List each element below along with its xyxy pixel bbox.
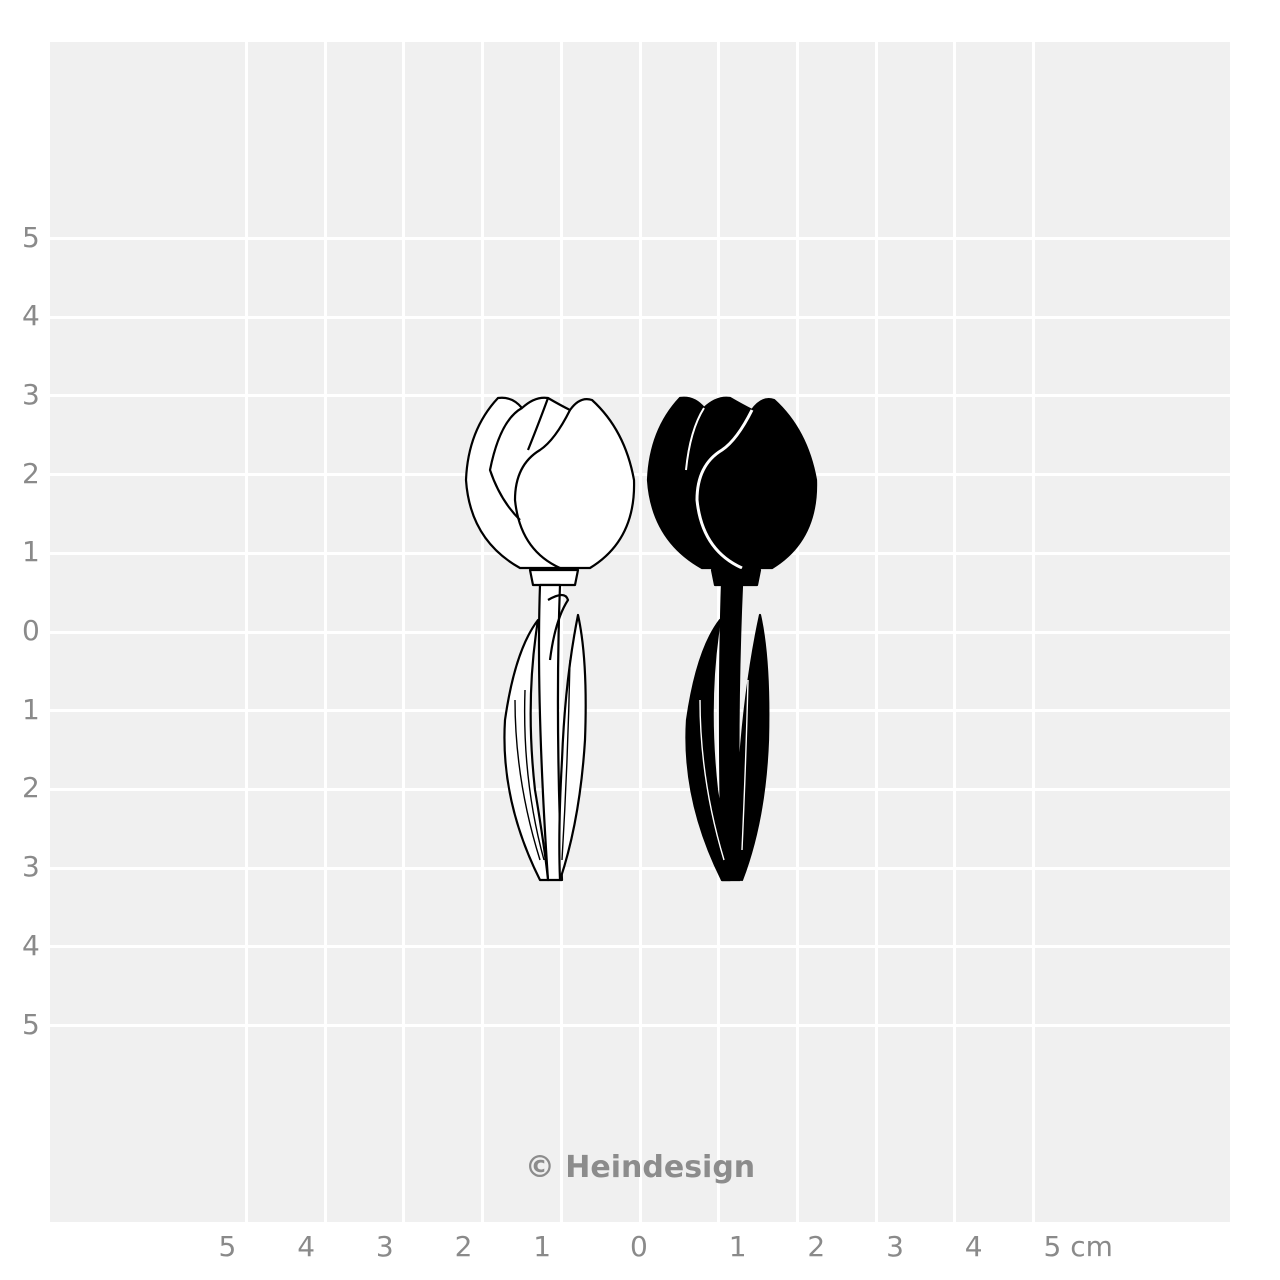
grid-line-vertical [874,42,878,1222]
grid-line-vertical [795,42,799,1222]
ruler-label-y: 5 [22,220,40,254]
ruler-label-x: 5 [218,1230,237,1263]
grid-line-horizontal [50,630,1230,634]
ruler-label-x: 1 [728,1230,747,1263]
ruler-label-x: 4 [297,1230,316,1263]
grid-line-horizontal [50,787,1230,791]
ruler-label-y: 1 [22,535,40,569]
grid-line-horizontal [50,709,1230,713]
ruler-label-x: 2 [807,1230,826,1263]
ruler-label-y: 4 [22,299,40,333]
grid-line-horizontal [50,945,1230,949]
tulip-solid [646,396,818,882]
ruler-label-y: 3 [22,850,40,884]
ruler-label-x: 3 [375,1230,394,1263]
measurement-grid [50,42,1230,1222]
grid-line-vertical [953,42,957,1222]
ruler-label-y: 4 [22,928,40,962]
tulip-outline [464,396,636,882]
ruler-label-y: 3 [22,377,40,411]
ruler-label-x: 1 [533,1230,552,1263]
ruler-label-x: 3 [886,1230,904,1263]
ruler-label-y: 5 [22,1007,40,1041]
grid-line-vertical [1032,42,1035,1222]
ruler-label-y: 1 [22,692,40,726]
grid-line-horizontal [50,1024,1230,1027]
ruler-label-x: 0 [630,1230,648,1263]
ruler-label-y: 0 [22,614,40,647]
grid-line-horizontal [50,866,1230,870]
ruler-label-y: 2 [22,771,40,805]
ruler-label-x: 5 cm [1043,1230,1113,1263]
ruler-label-x: 4 [964,1230,983,1263]
ruler-label-x: 2 [454,1230,473,1263]
ruler-label-y: 2 [22,456,40,490]
watermark: © Heindesign [524,1150,756,1185]
